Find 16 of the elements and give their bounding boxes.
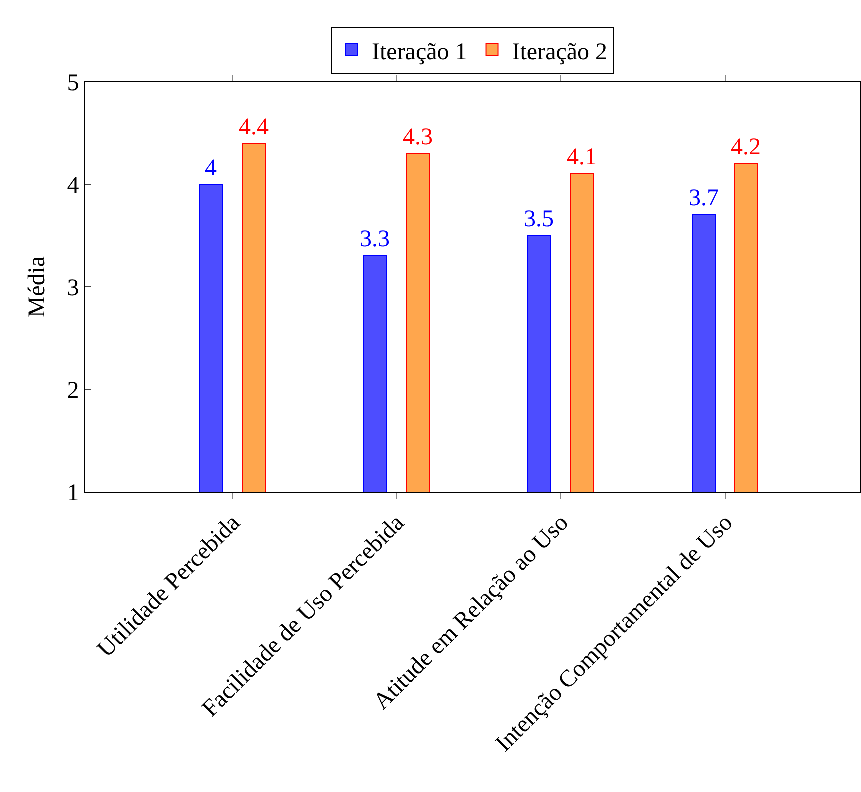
legend-label: Iteração 2	[512, 39, 608, 66]
y-axis-title: Média	[24, 256, 50, 318]
data-label: 3.5	[524, 206, 554, 232]
data-label: 4.4	[239, 114, 269, 140]
legend-label: Iteração 1	[372, 39, 468, 66]
data-label: 4.3	[403, 124, 433, 150]
y-tick-label: 4	[67, 172, 80, 199]
y-tick-label: 2	[67, 378, 80, 404]
data-label: 4	[205, 156, 217, 182]
data-label: 4.2	[731, 134, 761, 160]
y-tick-label: 1	[67, 480, 80, 506]
data-label: 4.1	[567, 144, 597, 170]
y-tick-label: 5	[67, 70, 80, 96]
data-label: 3.3	[360, 226, 390, 252]
data-label: 3.7	[689, 186, 719, 212]
y-tick-label: 3	[67, 275, 80, 302]
